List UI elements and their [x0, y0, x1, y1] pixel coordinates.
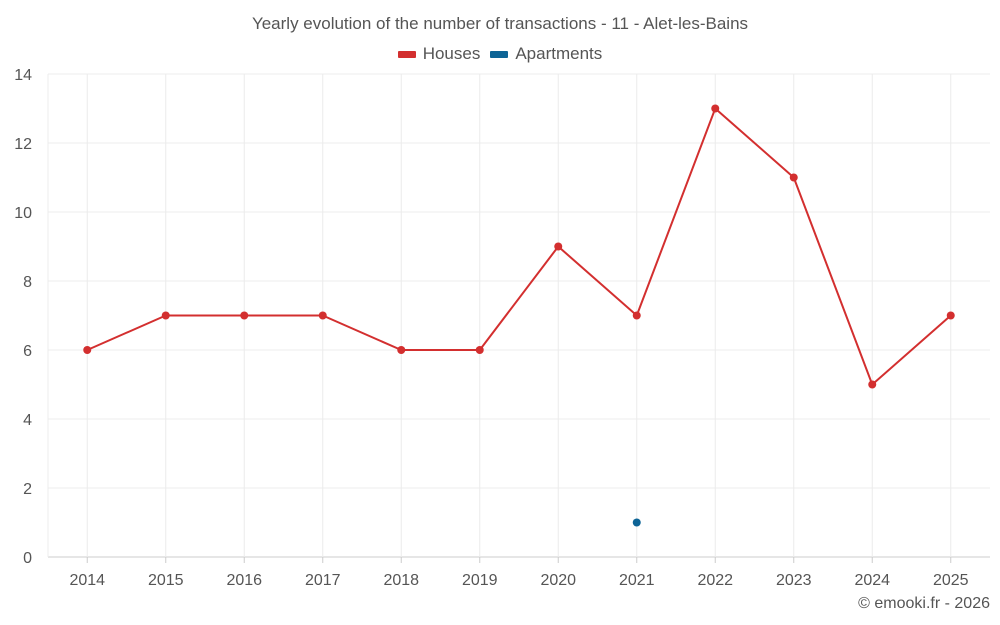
data-point-houses: [83, 346, 92, 354]
data-point-houses: [475, 346, 484, 354]
legend-swatch-apartments: [490, 50, 509, 58]
y-tick-label: 4: [23, 412, 32, 429]
x-tick-label: 2016: [226, 572, 262, 589]
x-tick-label: 2017: [305, 572, 341, 589]
data-point-apartments: [632, 518, 641, 527]
y-tick-label: 2: [23, 481, 32, 498]
data-point-houses: [554, 242, 563, 251]
y-tick-label: 6: [23, 343, 32, 360]
y-tick-label: 8: [23, 274, 32, 291]
x-tick-label: 2015: [148, 572, 184, 589]
data-point-houses: [789, 173, 798, 182]
legend-swatch-houses: [397, 50, 416, 58]
data-point-houses: [240, 311, 249, 320]
legend: Houses Apartments: [0, 44, 1000, 64]
y-tick-label: 0: [23, 550, 32, 567]
legend-item-apartments[interactable]: Apartments: [490, 44, 602, 64]
x-tick-label: 2020: [540, 572, 576, 589]
x-tick-label: 2022: [697, 572, 733, 589]
legend-label-houses: Houses: [422, 44, 481, 63]
x-tick-label: 2025: [933, 572, 969, 589]
legend-item-houses[interactable]: Houses: [397, 44, 481, 64]
chart-title: Yearly evolution of the number of transa…: [251, 14, 749, 33]
x-tick-label: 2024: [854, 572, 890, 589]
data-point-houses: [711, 104, 720, 113]
series-line-houses: [86, 107, 952, 386]
x-tick-label: 2021: [619, 572, 655, 589]
y-tick-label: 14: [14, 67, 32, 84]
x-tick-label: 2023: [776, 572, 812, 589]
data-point-houses: [868, 380, 877, 389]
legend-label-apartments: Apartments: [515, 44, 603, 63]
x-tick-label: 2018: [383, 572, 419, 589]
x-tick-label: 2019: [462, 572, 498, 589]
data-point-houses: [397, 346, 406, 354]
data-point-houses: [946, 311, 955, 320]
y-tick-label: 10: [14, 205, 32, 222]
data-point-houses: [632, 311, 641, 320]
data-point-houses: [318, 311, 327, 320]
data-point-houses: [161, 311, 170, 320]
credit-text: © emooki.fr - 2026: [858, 595, 990, 612]
y-tick-label: 12: [14, 136, 32, 153]
x-tick-label: 2014: [69, 572, 105, 589]
